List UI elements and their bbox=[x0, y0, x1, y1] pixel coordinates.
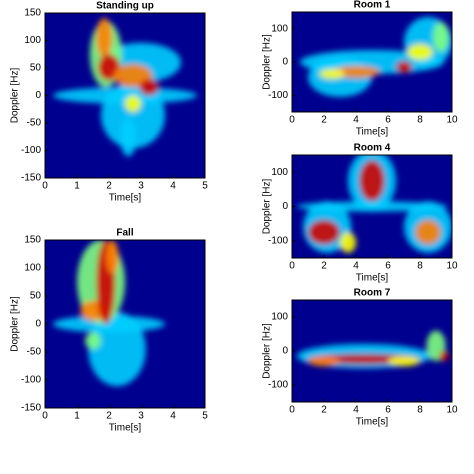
heat-blob bbox=[432, 22, 449, 52]
y-tick-label: 100 bbox=[271, 23, 288, 34]
y-axis-label: Doppler [Hz] bbox=[262, 178, 273, 234]
y-tick-label: 150 bbox=[24, 8, 41, 19]
y-tick-label: -100 bbox=[21, 375, 41, 386]
x-axis-label: Time[s] bbox=[109, 423, 142, 434]
x-tick-label: 10 bbox=[446, 115, 458, 126]
x-tick-label: 4 bbox=[353, 261, 359, 272]
y-tick-label: 50 bbox=[30, 291, 42, 302]
x-tick-label: 0 bbox=[289, 405, 295, 416]
spectrogram-panel: 0 2 4 6 8 10 -100 0 100 Room 4 Time[s] Doppler [Hz] bbox=[262, 143, 458, 284]
x-tick-label: 0 bbox=[289, 115, 295, 126]
y-tick-label: -50 bbox=[27, 347, 42, 358]
x-tick-label: 2 bbox=[106, 411, 112, 422]
y-tick-label: -100 bbox=[268, 90, 288, 101]
heatmap bbox=[300, 17, 452, 97]
y-axis-label: Doppler [Hz] bbox=[262, 34, 273, 90]
chart-title: Room 4 bbox=[354, 143, 391, 154]
heat-blob bbox=[407, 44, 433, 60]
y-axis-label: Doppler [Hz] bbox=[10, 296, 21, 352]
heatmap bbox=[296, 155, 452, 253]
heat-blob bbox=[120, 116, 137, 157]
spectrogram-panel: 0 2 4 6 8 10 -100 0 100 Room 7 Time[s] Doppler [Hz] bbox=[262, 288, 458, 428]
heat-blob bbox=[96, 17, 113, 58]
heat-blob bbox=[85, 332, 101, 350]
y-tick-label: 100 bbox=[271, 167, 288, 178]
heatmap bbox=[296, 330, 449, 369]
y-tick-label: -100 bbox=[21, 145, 41, 156]
x-tick-label: 8 bbox=[417, 405, 423, 416]
x-tick-label: 3 bbox=[138, 181, 144, 192]
y-tick-label: -50 bbox=[27, 118, 42, 129]
chart-title: Standing up bbox=[96, 1, 154, 12]
x-tick-label: 10 bbox=[446, 405, 458, 416]
y-tick-label: 100 bbox=[24, 35, 41, 46]
y-tick-label: -100 bbox=[268, 380, 288, 391]
x-tick-label: 3 bbox=[138, 411, 144, 422]
y-tick-label: 100 bbox=[24, 263, 41, 274]
heat-blob bbox=[340, 232, 356, 253]
x-tick-label: 5 bbox=[202, 181, 208, 192]
x-tick-label: 2 bbox=[321, 261, 327, 272]
x-tick-label: 0 bbox=[42, 411, 48, 422]
x-tick-label: 4 bbox=[170, 411, 176, 422]
spectrogram-panel: 0 2 4 6 8 10 -100 0 100 Room 1 Time[s] Doppler [Hz] bbox=[262, 0, 458, 138]
x-axis-label: Time[s] bbox=[356, 127, 389, 138]
x-axis-label: Time[s] bbox=[356, 273, 389, 284]
chart-title: Room 1 bbox=[354, 0, 391, 11]
heat-blob bbox=[88, 312, 146, 387]
y-tick-label: 150 bbox=[24, 235, 41, 246]
heat-blob bbox=[125, 95, 141, 112]
x-axis-label: Time[s] bbox=[356, 417, 389, 428]
x-tick-label: 10 bbox=[446, 261, 458, 272]
x-tick-label: 4 bbox=[353, 405, 359, 416]
y-tick-label: -150 bbox=[21, 403, 41, 414]
spectrogram-panel: 0 1 2 3 4 5 -150 -100 -50 0 50 100 150 Standing up Tim… bbox=[10, 1, 209, 204]
y-tick-label: -150 bbox=[21, 173, 41, 184]
y-tick-label: 0 bbox=[282, 201, 288, 212]
x-tick-label: 1 bbox=[74, 181, 80, 192]
heat-blob bbox=[139, 79, 159, 96]
heat-blob bbox=[319, 69, 345, 79]
x-tick-label: 0 bbox=[289, 261, 295, 272]
chart-title: Room 7 bbox=[354, 288, 391, 299]
heat-blob bbox=[388, 356, 420, 367]
heat-blob bbox=[439, 351, 449, 362]
y-tick-label: 50 bbox=[30, 63, 42, 74]
heat-blob bbox=[105, 240, 119, 274]
x-tick-label: 2 bbox=[321, 405, 327, 416]
x-tick-label: 4 bbox=[353, 115, 359, 126]
heat-blob bbox=[101, 82, 165, 149]
chart-title: Fall bbox=[116, 228, 133, 239]
y-axis-label: Doppler [Hz] bbox=[262, 323, 273, 379]
y-tick-label: -100 bbox=[268, 235, 288, 246]
heatmap bbox=[53, 17, 197, 157]
heat-blob bbox=[359, 160, 385, 202]
x-tick-label: 0 bbox=[42, 181, 48, 192]
heat-blob bbox=[308, 219, 340, 245]
x-tick-label: 2 bbox=[321, 115, 327, 126]
x-tick-label: 4 bbox=[170, 181, 176, 192]
spectrogram-panel: 0 1 2 3 4 5 -150 -100 -50 0 50 100 150 Fall Time[s] Dop… bbox=[10, 228, 209, 434]
y-tick-label: 0 bbox=[35, 90, 41, 101]
x-tick-label: 2 bbox=[106, 181, 112, 192]
heat-blob bbox=[396, 61, 412, 73]
x-tick-label: 1 bbox=[74, 411, 80, 422]
x-tick-label: 5 bbox=[202, 411, 208, 422]
y-axis-label: Doppler [Hz] bbox=[10, 67, 21, 123]
x-tick-label: 6 bbox=[385, 115, 391, 126]
heatmap bbox=[53, 240, 165, 387]
y-tick-label: 100 bbox=[271, 312, 288, 323]
y-tick-label: 0 bbox=[282, 57, 288, 68]
x-tick-label: 8 bbox=[417, 115, 423, 126]
x-tick-label: 8 bbox=[417, 261, 423, 272]
x-axis-label: Time[s] bbox=[109, 193, 142, 204]
x-tick-label: 6 bbox=[385, 405, 391, 416]
x-tick-label: 6 bbox=[385, 261, 391, 272]
y-tick-label: 0 bbox=[35, 319, 41, 330]
heat-blob bbox=[308, 356, 340, 367]
heat-blob bbox=[415, 219, 441, 245]
y-tick-label: 0 bbox=[282, 346, 288, 357]
